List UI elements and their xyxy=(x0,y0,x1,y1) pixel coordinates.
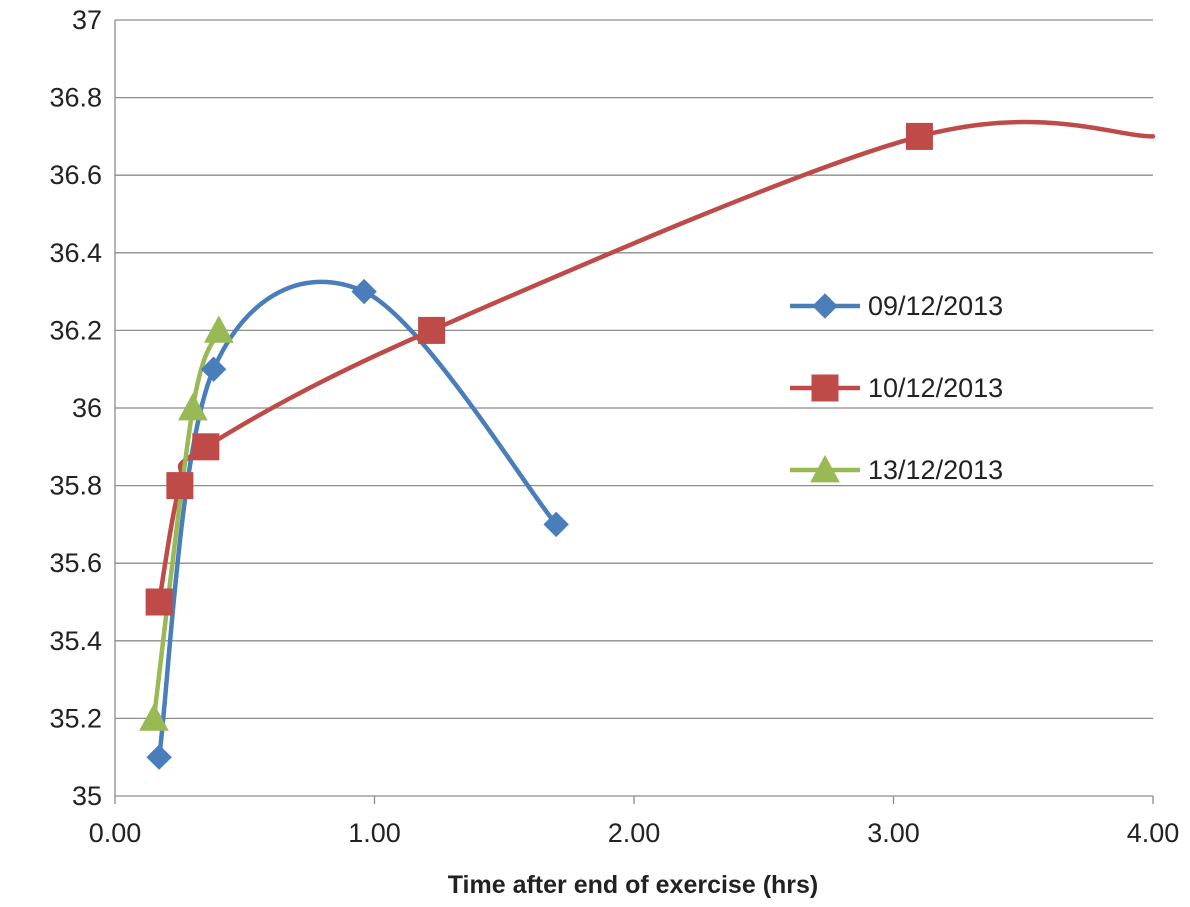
legend-label-1: 09/12/2013 xyxy=(868,291,1003,321)
legend: 09/12/2013 10/12/2013 13/12/2013 xyxy=(790,291,1003,485)
data-point-series-1 xyxy=(200,356,227,382)
data-point-series-3 xyxy=(178,392,208,421)
data-markers xyxy=(139,122,933,770)
y-tick-label: 36.2 xyxy=(49,315,102,345)
x-axis-title: Time after end of exercise (hrs) xyxy=(448,871,819,899)
x-tick-label: 0.00 xyxy=(89,818,142,848)
series-line-3 xyxy=(151,328,222,721)
y-tick-label: 35.4 xyxy=(49,626,102,656)
x-tick-label: 4.00 xyxy=(1127,818,1180,848)
legend-label-2: 10/12/2013 xyxy=(868,373,1003,403)
legend-marker-1 xyxy=(812,293,838,319)
data-point-series-2 xyxy=(192,433,220,461)
legend-marker-2 xyxy=(811,374,839,402)
data-point-series-2 xyxy=(166,472,194,500)
gridlines xyxy=(115,19,1153,720)
y-tick-label: 35.2 xyxy=(49,703,102,733)
series-lines xyxy=(151,119,1156,760)
y-tick-label: 36 xyxy=(72,393,102,423)
data-point-series-1 xyxy=(146,744,172,770)
data-point-series-2 xyxy=(905,122,933,150)
y-tick-label: 36.8 xyxy=(49,83,102,113)
series-line-2 xyxy=(156,119,1156,605)
data-point-series-2 xyxy=(418,316,446,344)
axes: 35 35.2 35.4 35.6 35.8 36 36.2 36.4 36.6 36.8 37 0.… xyxy=(49,5,1179,848)
x-tick-label: 1.00 xyxy=(348,818,401,848)
legend-label-3: 13/12/2013 xyxy=(868,455,1003,485)
y-tick-label: 36.6 xyxy=(49,160,102,190)
y-tick-label: 35.8 xyxy=(49,471,102,501)
y-tick-label: 36.4 xyxy=(49,238,102,268)
x-tick-label: 3.00 xyxy=(867,818,920,848)
y-tick-label: 37 xyxy=(72,5,102,35)
data-point-series-1 xyxy=(351,278,377,305)
x-tick-label: 2.00 xyxy=(608,818,661,848)
series-line-1 xyxy=(156,279,559,760)
data-point-series-1 xyxy=(543,511,569,538)
y-tick-label: 35.6 xyxy=(49,548,102,578)
data-point-series-3 xyxy=(139,703,169,731)
data-point-series-2 xyxy=(145,588,173,616)
y-tick-label: 35 xyxy=(72,781,102,811)
data-point-series-3 xyxy=(203,315,234,343)
legend-marker-3 xyxy=(810,454,840,483)
